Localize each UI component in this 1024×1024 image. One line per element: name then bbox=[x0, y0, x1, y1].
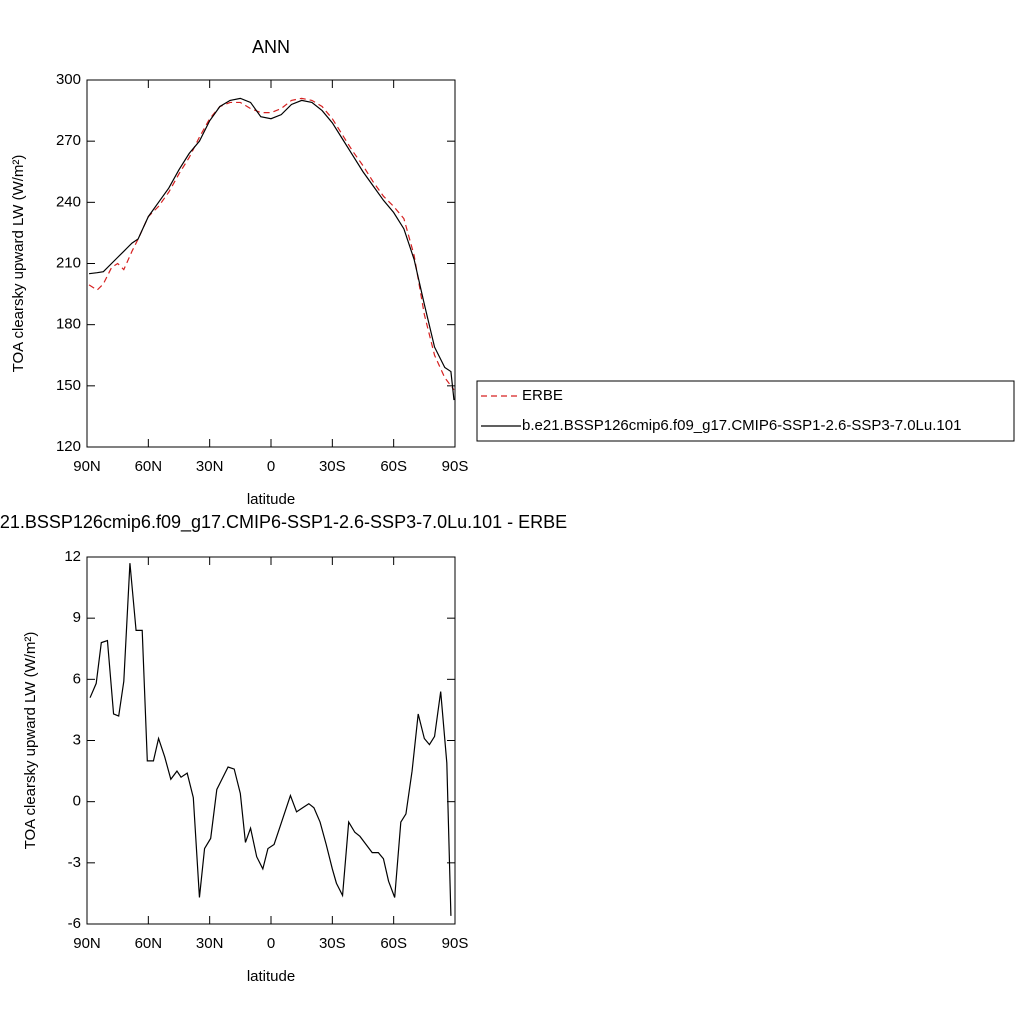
x-tick-label: 30N bbox=[196, 935, 224, 952]
y-tick-label: 0 bbox=[73, 793, 81, 810]
y-tick-label: 120 bbox=[56, 438, 81, 455]
y-tick-label: 6 bbox=[73, 670, 81, 687]
x-axis-label: latitude bbox=[247, 968, 295, 985]
data-line bbox=[89, 563, 452, 916]
y-tick-label: 300 bbox=[56, 71, 81, 88]
x-tick-label: 90N bbox=[73, 935, 101, 952]
y-tick-label: -6 bbox=[68, 915, 81, 932]
x-tick-label: 0 bbox=[267, 935, 275, 952]
legend-label: ERBE bbox=[522, 387, 563, 404]
x-tick-label: 30S bbox=[319, 458, 346, 475]
y-tick-label: 180 bbox=[56, 316, 81, 333]
y-tick-label: 12 bbox=[64, 548, 81, 565]
y-axis-label: TOA clearsky upward LW (W/m²) bbox=[22, 632, 39, 850]
x-tick-label: 30N bbox=[196, 458, 224, 475]
y-tick-label: 240 bbox=[56, 193, 81, 210]
x-tick-label: 0 bbox=[267, 458, 275, 475]
y-tick-label: 150 bbox=[56, 377, 81, 394]
x-tick-label: 90S bbox=[442, 458, 469, 475]
x-tick-label: 30S bbox=[319, 935, 346, 952]
y-axis-label: TOA clearsky upward LW (W/m²) bbox=[10, 155, 27, 373]
plot-frame bbox=[86, 556, 456, 925]
data-line bbox=[88, 97, 455, 401]
x-tick-label: 60S bbox=[380, 935, 407, 952]
data-line bbox=[88, 97, 455, 391]
chart-title: ANN bbox=[252, 37, 290, 57]
legend-label: b.e21.BSSP126cmip6.f09_g17.CMIP6-SSP1-2.… bbox=[522, 417, 961, 434]
y-tick-label: 9 bbox=[73, 609, 81, 626]
legend-box bbox=[476, 380, 1015, 442]
x-tick-label: 60N bbox=[135, 935, 163, 952]
y-tick-label: 210 bbox=[56, 254, 81, 271]
x-tick-label: 60S bbox=[380, 458, 407, 475]
plot-frame bbox=[86, 79, 456, 448]
y-tick-label: 3 bbox=[73, 731, 81, 748]
y-tick-label: -3 bbox=[68, 854, 81, 871]
chart-title: b.e21.BSSP126cmip6.f09_g17.CMIP6-SSP1-2.… bbox=[0, 512, 567, 533]
x-tick-label: 60N bbox=[135, 458, 163, 475]
y-tick-label: 270 bbox=[56, 132, 81, 149]
x-axis-label: latitude bbox=[247, 491, 295, 508]
x-tick-label: 90N bbox=[73, 458, 101, 475]
x-tick-label: 90S bbox=[442, 935, 469, 952]
